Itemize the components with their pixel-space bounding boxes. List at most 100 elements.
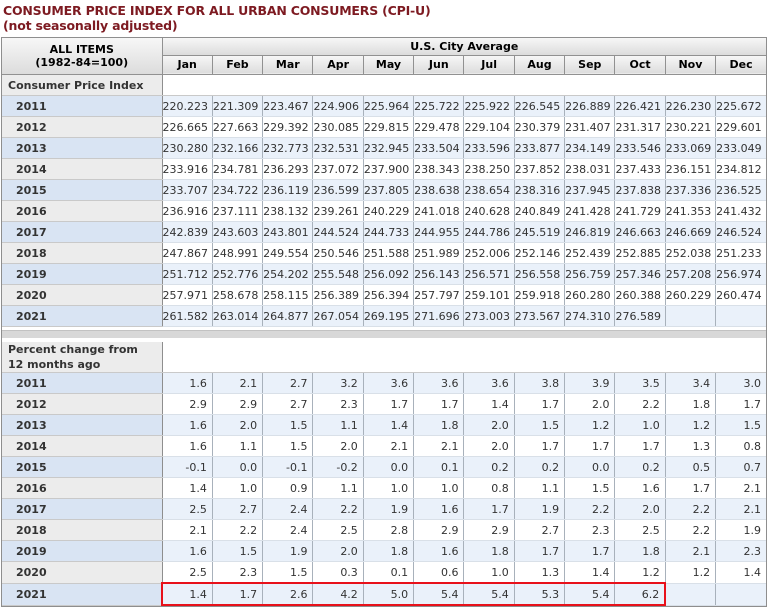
value-cell: 254.202 [262, 263, 314, 285]
value-cell: 1.4 [160, 582, 213, 606]
value-cell: 1.2 [614, 561, 666, 584]
value-cell: 1.1 [312, 414, 364, 436]
value-cell: 236.599 [312, 179, 364, 201]
value-cell: 1.8 [463, 540, 515, 562]
value-cell: 233.546 [614, 137, 666, 159]
year-label: 2018 [2, 242, 163, 264]
section-label: Percent change from 12 months ago [2, 342, 163, 373]
value-cell: 3.8 [513, 372, 566, 394]
value-cell: 241.018 [413, 200, 465, 222]
value-cell: 238.132 [262, 200, 314, 222]
value-cell: 243.801 [262, 221, 314, 243]
value-cell: 1.5 [211, 540, 264, 562]
year-label: 2017 [2, 498, 163, 520]
all-items-label-line2: (1982-84=100) [35, 56, 129, 69]
value-cell: 3.2 [312, 372, 364, 394]
value-cell: 244.733 [362, 221, 415, 243]
value-cell: 1.1 [513, 477, 566, 499]
index-level-table: ALL ITEMS (1982-84=100) U.S. City Averag… [2, 38, 766, 327]
value-cell: 2.9 [211, 393, 264, 415]
value-cell: 233.877 [513, 137, 566, 159]
value-cell: 252.006 [463, 242, 515, 264]
pct-row-2021: 2021 1.4 1.7 2.6 4.2 5.0 5.4 5.4 5.3 5.4 6.2 [2, 582, 766, 606]
value-cell: 1.7 [463, 498, 515, 520]
value-cell: 0.8 [463, 477, 515, 499]
value-cell: 0.6 [413, 561, 465, 584]
value-cell: 5.3 [513, 582, 566, 606]
value-cell: 1.6 [413, 540, 465, 562]
value-cell: 231.407 [564, 116, 616, 138]
value-cell: 2.0 [312, 540, 364, 562]
value-cell: 2.0 [564, 393, 616, 415]
year-label: 2015 [2, 456, 163, 478]
value-cell: 1.8 [362, 540, 415, 562]
year-label: 2011 [2, 372, 163, 394]
value-cell: 267.054 [312, 305, 364, 327]
section-gap-bottom [2, 338, 766, 342]
value-cell: 2.4 [262, 498, 314, 520]
value-cell: 240.229 [362, 200, 415, 222]
value-cell: 246.524 [715, 221, 766, 243]
value-cell: 1.5 [262, 561, 314, 584]
value-cell: 1.4 [715, 561, 766, 584]
value-cell: 3.6 [413, 372, 465, 394]
value-cell: 1.9 [715, 519, 766, 541]
value-cell: 0.2 [463, 456, 515, 478]
month-header-oct: Oct [614, 54, 666, 76]
section-label-row: Percent change from 12 months ago [2, 342, 766, 373]
value-cell: 252.439 [564, 242, 616, 264]
month-header-apr: Apr [312, 54, 364, 76]
value-cell: 236.916 [161, 200, 213, 222]
value-cell: 1.7 [614, 435, 666, 457]
value-cell: 1.4 [362, 414, 415, 436]
value-cell: 1.0 [413, 477, 465, 499]
value-cell: 226.421 [614, 95, 666, 117]
value-cell: 260.280 [564, 284, 616, 306]
year-label: 2011 [2, 95, 163, 117]
value-cell: 255.548 [312, 263, 364, 285]
value-cell: 274.310 [564, 305, 616, 327]
value-cell: 2.1 [362, 435, 415, 457]
value-cell: 231.317 [614, 116, 666, 138]
value-cell: 2.3 [211, 561, 264, 584]
value-cell: 251.989 [413, 242, 465, 264]
index-row-2015: 2015 233.707 234.722 236.119 236.599 237.805 2… [2, 179, 766, 201]
value-cell: 6.2 [614, 582, 667, 606]
index-row-2017: 2017 242.839 243.603 243.801 244.524 244.733 2… [2, 221, 766, 243]
value-cell: 2.7 [262, 393, 314, 415]
value-cell: 2.2 [664, 519, 717, 541]
index-row-2011: 2011 220.223 221.309 223.467 224.906 225.964 2… [2, 95, 766, 117]
value-cell: 226.230 [664, 95, 717, 117]
value-cell: 234.781 [211, 158, 264, 180]
value-cell: 1.7 [564, 540, 616, 562]
value-cell: 269.195 [362, 305, 415, 327]
value-cell: 1.7 [513, 540, 566, 562]
value-cell: 0.3 [312, 561, 364, 584]
value-cell: 256.092 [362, 263, 415, 285]
index-row-2012: 2012 226.665 227.663 229.392 230.085 229.815 2… [2, 116, 766, 138]
value-cell: 2.2 [312, 498, 364, 520]
value-cell: 2.7 [211, 498, 264, 520]
value-cell: 1.4 [161, 477, 213, 499]
pct-row-2017: 2017 2.5 2.7 2.4 2.2 1.9 1.6 1.7 1.9 2.2 2.0 2.2 2.1 [2, 498, 766, 520]
pct-row-2012: 2012 2.9 2.9 2.7 2.3 1.7 1.7 1.4 1.7 2.0 2.2 1.8 1.7 [2, 393, 766, 415]
value-cell: 2.2 [664, 498, 717, 520]
value-cell: 244.786 [463, 221, 515, 243]
value-cell: 273.567 [513, 305, 566, 327]
value-cell: 1.7 [413, 393, 465, 415]
value-cell: 241.729 [614, 200, 666, 222]
value-cell: -0.1 [262, 456, 314, 478]
value-cell: 2.9 [413, 519, 465, 541]
value-cell: 2.3 [564, 519, 616, 541]
value-cell: 1.1 [211, 435, 264, 457]
value-cell: 1.4 [463, 393, 515, 415]
value-cell [664, 582, 717, 606]
index-row-2018: 2018 247.867 248.991 249.554 250.546 251.588 2… [2, 242, 766, 264]
value-cell: 264.877 [262, 305, 314, 327]
value-cell: 251.588 [362, 242, 415, 264]
value-cell: 252.038 [664, 242, 717, 264]
pct-row-2014: 2014 1.6 1.1 1.5 2.0 2.1 2.1 2.0 1.7 1.7 1.7 1.3 0.8 [2, 435, 766, 457]
all-items-label-line1: ALL ITEMS [49, 43, 114, 56]
value-cell: 1.2 [664, 414, 717, 436]
value-cell: 1.3 [664, 435, 717, 457]
